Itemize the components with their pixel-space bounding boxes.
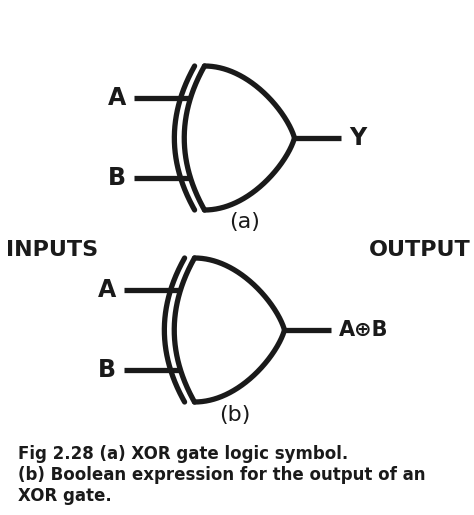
Text: A: A xyxy=(98,278,116,302)
Text: (a): (a) xyxy=(229,212,260,232)
Text: OUTPUT: OUTPUT xyxy=(369,240,471,260)
Text: B: B xyxy=(108,166,126,191)
Text: A: A xyxy=(108,85,126,110)
Text: INPUTS: INPUTS xyxy=(6,240,98,260)
Text: Y: Y xyxy=(349,126,366,150)
Text: (b): (b) xyxy=(219,405,251,425)
Text: Fig 2.28 (a) XOR gate logic symbol.
(b) Boolean expression for the output of an
: Fig 2.28 (a) XOR gate logic symbol. (b) … xyxy=(18,445,426,505)
Text: A⊕B: A⊕B xyxy=(339,320,389,340)
Text: B: B xyxy=(98,358,116,382)
